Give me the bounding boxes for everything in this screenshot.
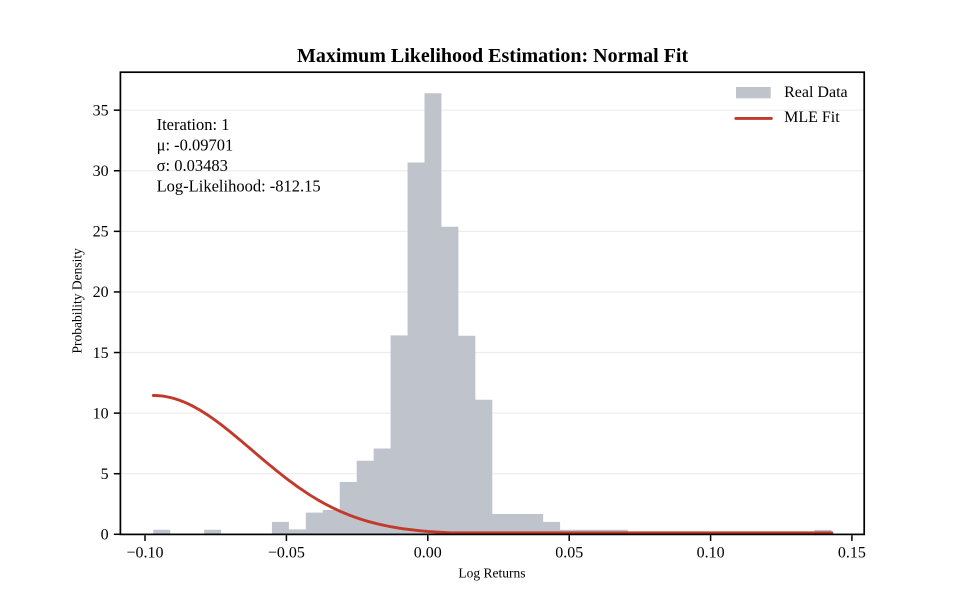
svg-text:0.00: 0.00	[414, 545, 442, 562]
svg-text:MLE Fit: MLE Fit	[784, 109, 840, 126]
svg-text:25: 25	[93, 224, 109, 241]
svg-text:Real Data: Real Data	[784, 84, 848, 101]
svg-text:15: 15	[93, 345, 109, 362]
svg-text:5: 5	[101, 466, 109, 483]
svg-text:Log-Likelihood: -812.15: Log-Likelihood: -812.15	[157, 176, 321, 195]
svg-text:σ: 0.03483: σ: 0.03483	[157, 156, 228, 175]
svg-text:0.10: 0.10	[697, 545, 725, 562]
svg-text:20: 20	[93, 284, 109, 301]
svg-text:30: 30	[93, 163, 109, 180]
svg-text:0: 0	[101, 527, 109, 544]
svg-text:35: 35	[93, 102, 109, 119]
svg-text:−0.05: −0.05	[268, 545, 305, 562]
svg-text:−0.10: −0.10	[126, 545, 163, 562]
svg-text:Iteration: 1: Iteration: 1	[157, 115, 230, 134]
svg-text:Probability Density: Probability Density	[70, 248, 85, 354]
svg-text:μ: -0.09701: μ: -0.09701	[157, 136, 234, 155]
svg-text:Log Returns: Log Returns	[458, 565, 525, 580]
svg-text:10: 10	[93, 405, 109, 422]
svg-text:0.15: 0.15	[838, 545, 866, 562]
svg-text:Maximum Likelihood Estimation:: Maximum Likelihood Estimation: Normal Fi…	[297, 45, 688, 67]
svg-text:0.05: 0.05	[555, 545, 583, 562]
